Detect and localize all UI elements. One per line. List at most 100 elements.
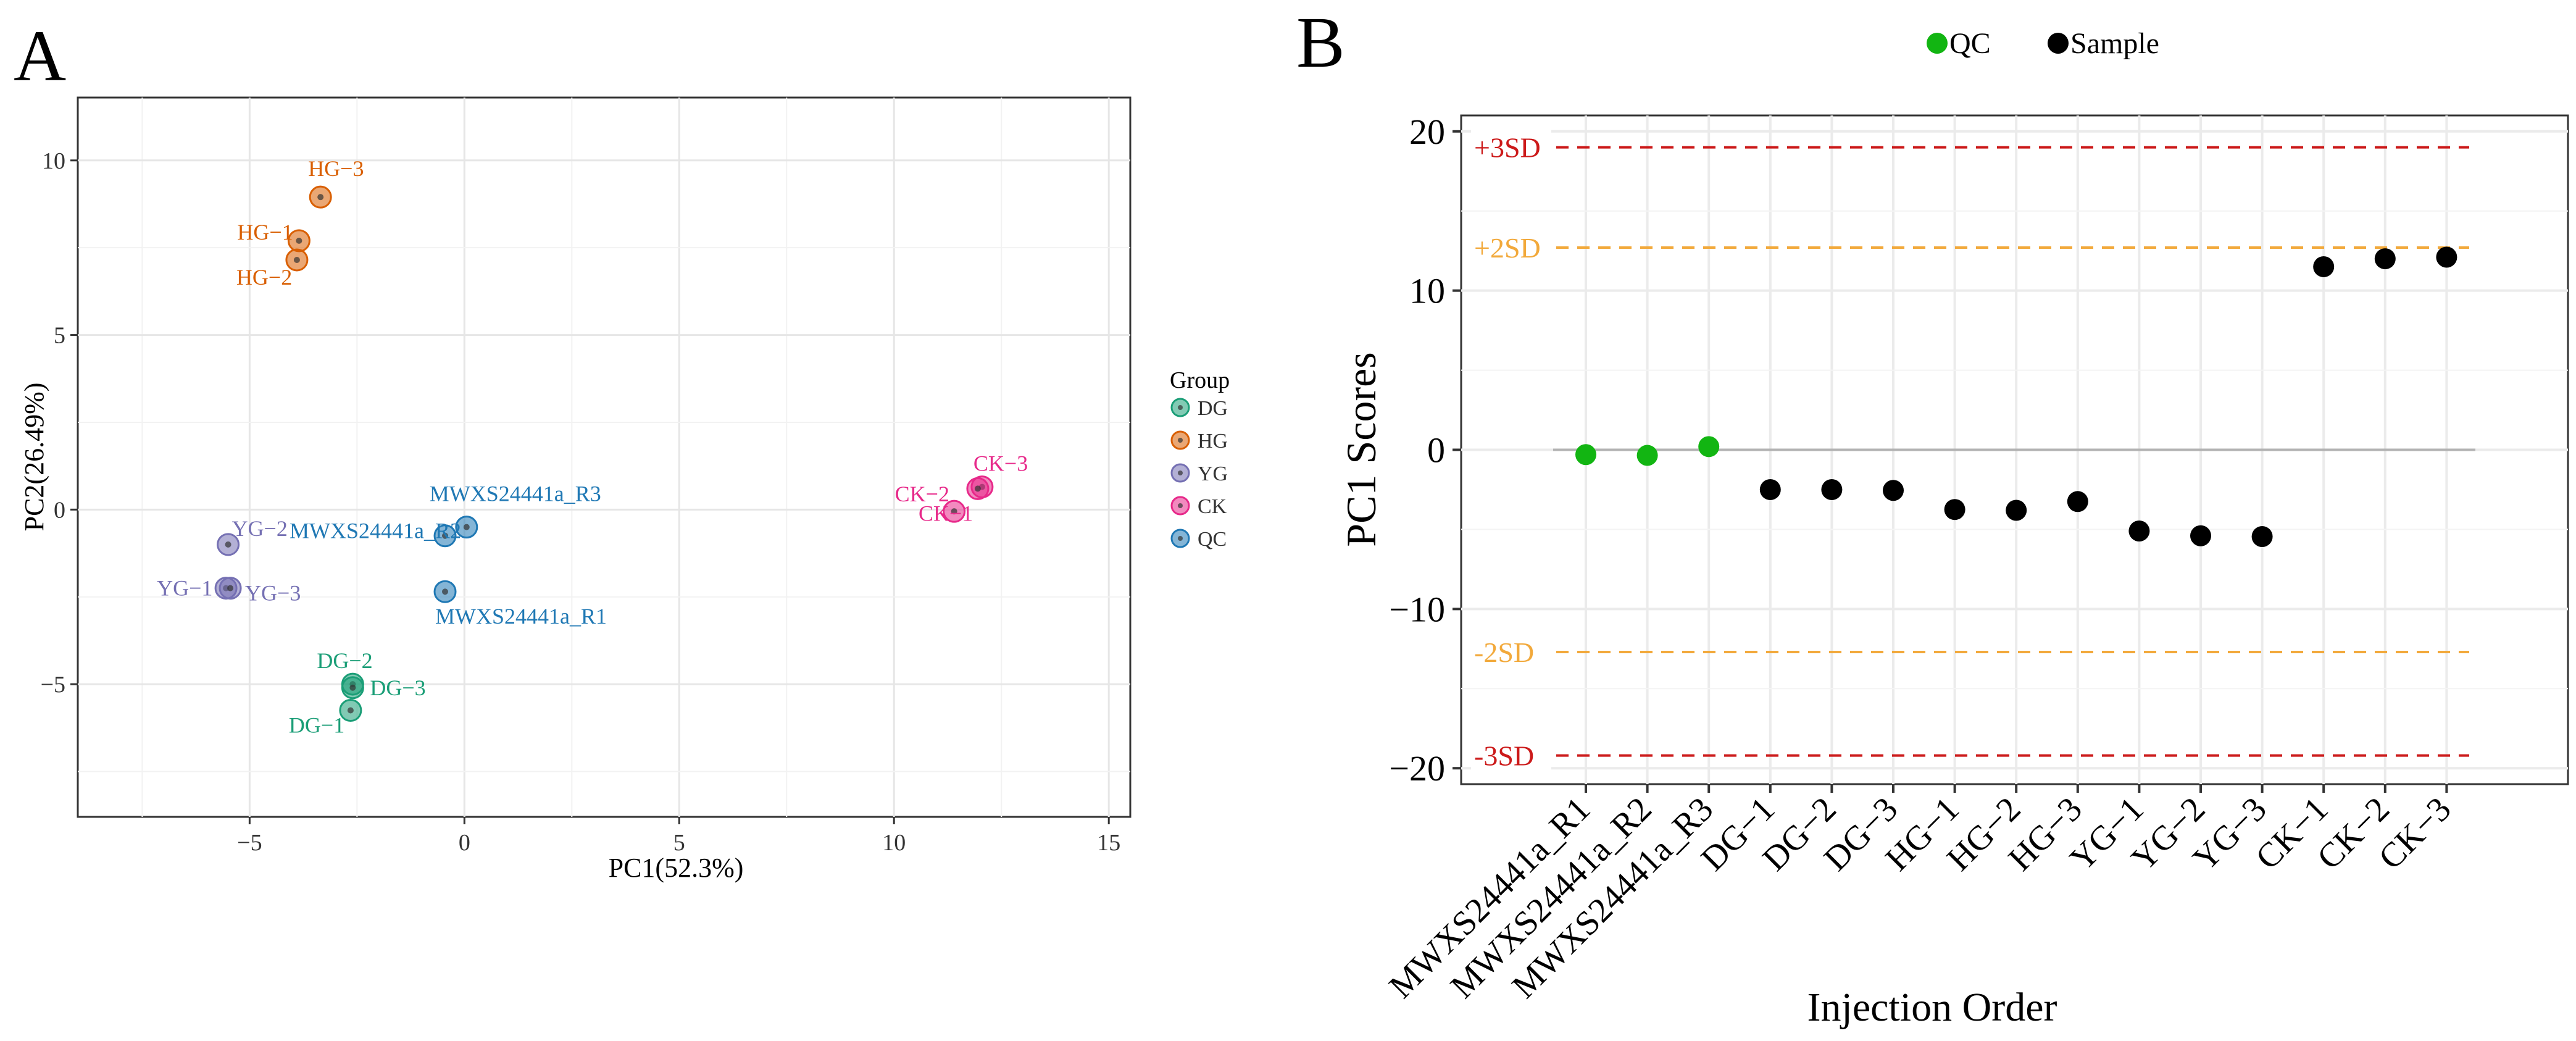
pca-point-center bbox=[317, 194, 324, 201]
pca-x-axis-label: PC1(52.3%) bbox=[609, 853, 744, 883]
pca-y-axis-label: PC2(26.49%) bbox=[19, 383, 49, 532]
panel-b-letter: B bbox=[1296, 2, 1345, 83]
pca-x-tick-label: 10 bbox=[882, 830, 906, 856]
pca-point-label: HG−2 bbox=[236, 265, 292, 290]
pca-point-center bbox=[442, 588, 449, 595]
pca-x-tick-label: 15 bbox=[1097, 830, 1120, 856]
qc-ref-label-bg bbox=[1471, 633, 1551, 668]
pca-legend-key-center bbox=[1178, 536, 1183, 541]
pca-legend-label: DG bbox=[1198, 397, 1228, 420]
qc-y-axis-label: PC1 Scores bbox=[1338, 352, 1385, 546]
qc-ref-label: -3SD bbox=[1474, 740, 1534, 772]
qc-x-axis-label: Injection Order bbox=[1807, 985, 2057, 1030]
pca-point-label: DG−3 bbox=[370, 675, 425, 700]
pca-x-tick-label: 5 bbox=[673, 830, 685, 856]
qc-point-sample bbox=[1759, 479, 1781, 500]
pca-legend-label: YG bbox=[1198, 462, 1228, 485]
qc-point-sample bbox=[2006, 500, 2027, 521]
panel-b: B +3SD+2SD-2SD-3SD −20−1001020MWXS24441a… bbox=[1296, 2, 2569, 1030]
qc-y-tick-label: −20 bbox=[1389, 748, 1445, 788]
pca-legend-key-center bbox=[1178, 470, 1183, 475]
qc-x-tick-label: CK−2 bbox=[2310, 790, 2397, 877]
pca-legend-label: HG bbox=[1198, 430, 1228, 453]
pca-point-label: MWXS24441a_R1 bbox=[435, 604, 607, 629]
qc-point-qc bbox=[1575, 444, 1596, 466]
pca-point-center bbox=[347, 707, 354, 714]
qc-legend-label: QC bbox=[1949, 27, 1991, 60]
qc-point-sample bbox=[2436, 246, 2457, 268]
pca-point-label: YG−1 bbox=[157, 576, 212, 601]
pca-point-center bbox=[463, 524, 470, 530]
pca-x-tick-label: −5 bbox=[237, 830, 262, 856]
qc-x-tick-label: CK−3 bbox=[2372, 790, 2459, 877]
pca-point-label: HG−1 bbox=[237, 220, 293, 245]
pca-point-labels: DG−2DG−3 DG−1 HG−3 HG−1 HG−2 YG−2 YG−1 YG−3 CK−2… bbox=[157, 156, 1028, 737]
qc-point-sample bbox=[1883, 480, 1904, 501]
qc-point-sample bbox=[2128, 520, 2150, 542]
panel-a-letter: A bbox=[14, 15, 66, 96]
pca-point-label: HG−3 bbox=[308, 156, 364, 181]
pca-point-label: CK−2 bbox=[895, 482, 949, 506]
qc-point-sample bbox=[2251, 526, 2273, 548]
pca-legend-title: Group bbox=[1170, 367, 1230, 393]
pca-y-tick-label: −5 bbox=[41, 672, 65, 698]
pca-legend-key-center bbox=[1178, 503, 1183, 508]
pca-x-tick-label: 0 bbox=[459, 830, 470, 856]
pca-point-label: YG−3 bbox=[245, 581, 301, 606]
pca-point-center bbox=[349, 684, 356, 691]
pca-point-label: MWXS24441a_R3 bbox=[430, 482, 601, 506]
pca-legend-key-center bbox=[1178, 405, 1183, 410]
pca-point-label: DG−1 bbox=[289, 713, 344, 738]
pca-point-label: CK−3 bbox=[973, 451, 1028, 476]
qc-point-qc bbox=[1636, 445, 1658, 466]
qc-legend-label: Sample bbox=[2070, 27, 2159, 60]
qc-ref-label: -2SD bbox=[1474, 637, 1534, 668]
qc-legend: QC Sample bbox=[1927, 27, 2159, 60]
pca-y-tick-label: 10 bbox=[42, 148, 65, 174]
pca-y-tick-label: 5 bbox=[54, 323, 65, 349]
pca-point-center bbox=[225, 541, 231, 548]
qc-ref-label: +3SD bbox=[1474, 132, 1541, 164]
pca-y-tick-label: 0 bbox=[54, 497, 65, 523]
qc-y-tick-label: −10 bbox=[1389, 589, 1445, 629]
qc-point-sample bbox=[1944, 499, 1965, 520]
qc-point-sample bbox=[2313, 256, 2335, 277]
pca-point-label: CK−1 bbox=[919, 501, 973, 525]
qc-point-sample bbox=[2067, 491, 2088, 512]
qc-ref-label-bg bbox=[1471, 737, 1551, 772]
qc-point-sample bbox=[2190, 525, 2211, 546]
qc-y-tick-label: 20 bbox=[1409, 112, 1445, 152]
qc-ref-label-bg bbox=[1471, 128, 1551, 164]
pca-point-center bbox=[974, 485, 981, 492]
qc-ref-label: +2SD bbox=[1474, 232, 1541, 264]
qc-ref-label-bg bbox=[1471, 229, 1551, 264]
pca-plot-area bbox=[77, 96, 1132, 818]
qc-legend-key bbox=[1927, 33, 1948, 54]
pca-point-center bbox=[442, 532, 449, 539]
panel-a: A DG−2DG−3 DG−1 HG−3 HG−1 HG−2 YG−2 YG−1 YG−3 CK… bbox=[14, 15, 1230, 883]
qc-x-tick-label: YG−3 bbox=[2186, 790, 2274, 878]
pca-legend-label: CK bbox=[1198, 495, 1227, 518]
qc-y-tick-label: 0 bbox=[1427, 430, 1445, 470]
qc-legend-key bbox=[2048, 33, 2069, 54]
pca-point-label: MWXS24441a_R2 bbox=[290, 519, 461, 543]
pca-point-label: DG−2 bbox=[317, 648, 372, 673]
qc-x-tick-label: CK−1 bbox=[2248, 790, 2335, 877]
pca-point-center bbox=[951, 508, 957, 515]
pca-legend: Group DG HG YG CK QC bbox=[1170, 367, 1230, 551]
qc-point-sample bbox=[1821, 479, 1843, 500]
pca-point-center bbox=[293, 256, 300, 263]
qc-reference-lines: +3SD +2SD -2SD -3SD bbox=[1471, 128, 2475, 772]
qc-point-qc bbox=[1698, 436, 1720, 458]
pca-axis-ticks: −5 0 5 10 15 −5 0 5 10 bbox=[41, 148, 1121, 856]
pca-points bbox=[214, 185, 994, 722]
qc-y-tick-label: 10 bbox=[1409, 271, 1445, 311]
qc-point-sample bbox=[2374, 248, 2396, 270]
pca-point-center bbox=[227, 585, 234, 592]
qc-points bbox=[1575, 246, 2457, 548]
pca-legend-label: QC bbox=[1198, 528, 1227, 551]
pca-legend-key-center bbox=[1178, 438, 1183, 443]
pca-point-label: YG−2 bbox=[232, 516, 288, 541]
pca-point-center bbox=[296, 237, 302, 244]
